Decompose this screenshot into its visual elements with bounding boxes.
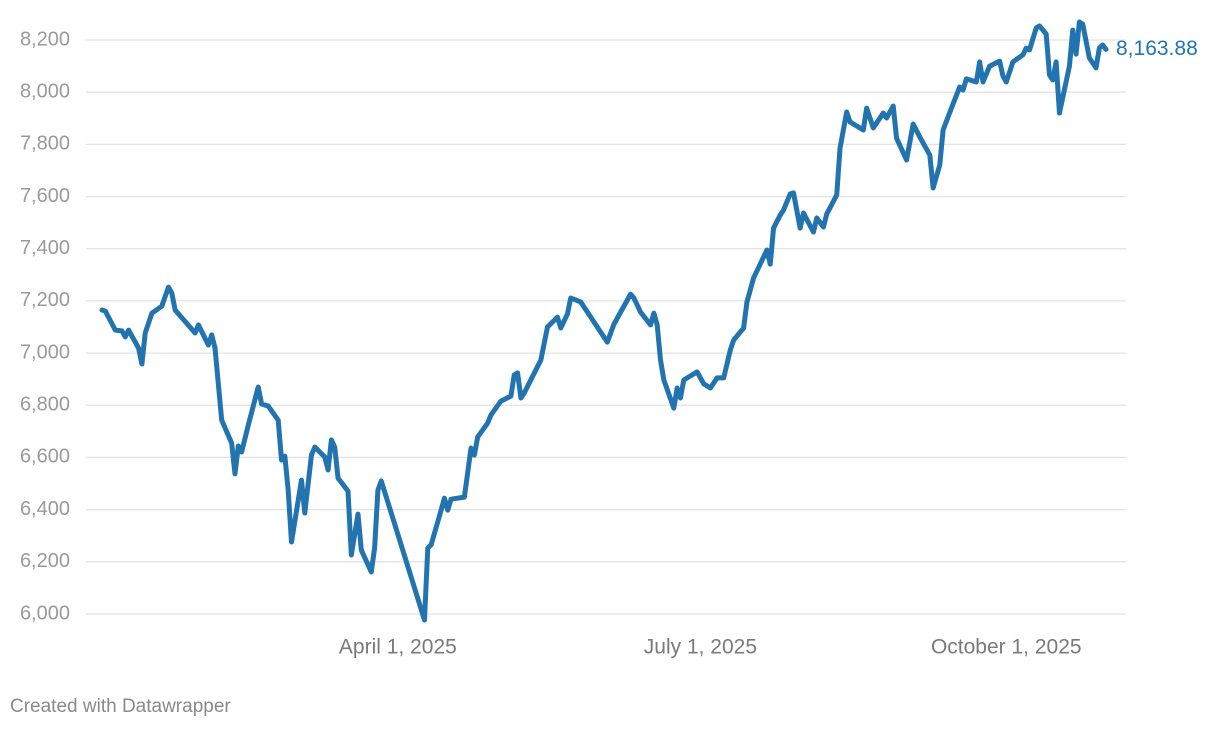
y-tick-label: 8,200 <box>20 28 70 50</box>
y-tick-label: 6,200 <box>20 550 70 572</box>
y-tick-label: 6,400 <box>20 498 70 520</box>
x-tick-label: April 1, 2025 <box>339 636 457 659</box>
y-tick-label: 7,800 <box>20 133 70 155</box>
y-tick-label: 6,800 <box>20 394 70 416</box>
y-tick-label: 7,600 <box>20 185 70 207</box>
credit: Created with Datawrapper <box>10 696 231 717</box>
x-tick-label: October 1, 2025 <box>931 636 1082 659</box>
y-tick-label: 6,000 <box>20 602 70 624</box>
x-tick-label: July 1, 2025 <box>644 636 757 659</box>
y-tick-label: 7,000 <box>20 341 70 363</box>
y-tick-label: 7,400 <box>20 237 70 259</box>
end-label: 8,163.88 <box>1116 37 1198 60</box>
y-tick-label: 6,600 <box>20 446 70 468</box>
y-tick-label: 7,200 <box>20 289 70 311</box>
line <box>99 19 1109 623</box>
y-tick-label: 8,000 <box>20 80 70 102</box>
